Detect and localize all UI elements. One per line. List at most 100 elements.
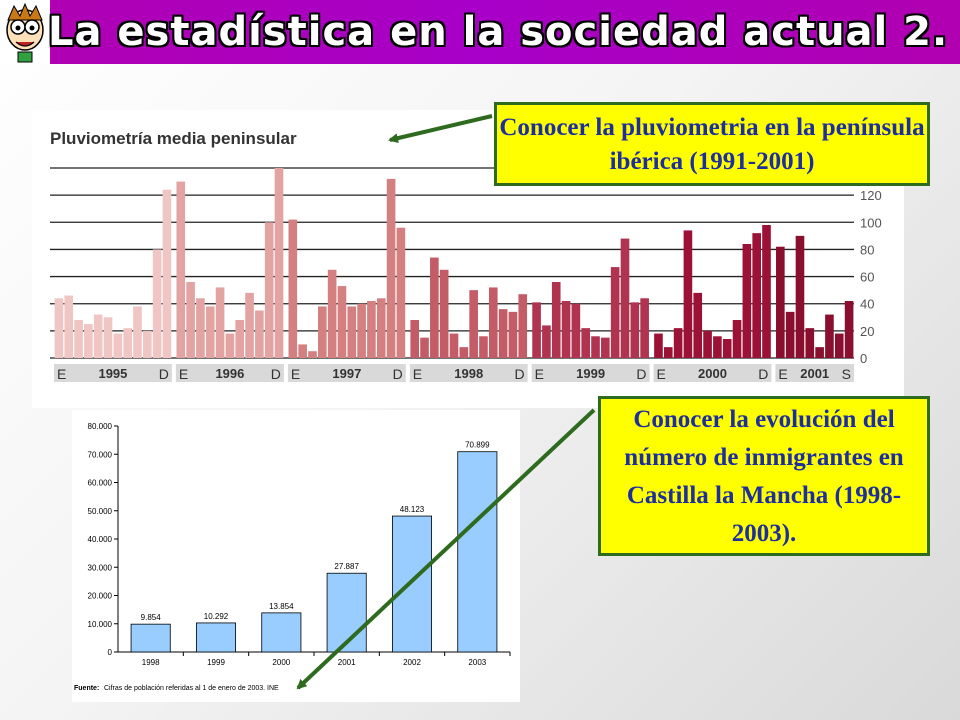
bar	[274, 168, 284, 358]
x-tick-label: 2000	[272, 658, 290, 667]
month-start-label: E	[291, 366, 300, 382]
source-text: Cifras de población referidas al 1 de en…	[104, 685, 279, 692]
y-tick-label: 0	[108, 648, 113, 657]
page-title: La estadística en la sociedad actual 2.	[48, 9, 949, 55]
bar	[571, 303, 581, 358]
chart-title: Pluviometría media peninsular	[50, 129, 297, 148]
month-start-label: E	[57, 366, 66, 382]
data-label: 48.123	[400, 505, 425, 514]
x-tick-label: 2002	[403, 658, 421, 667]
month-start-label: E	[535, 366, 544, 382]
month-end-label: D	[159, 366, 169, 382]
year-band	[54, 364, 172, 382]
y-tick-label: 50.000	[88, 507, 113, 516]
rainfall-chart: Pluviometría media peninsular 0 20 40 60 80 10…	[50, 129, 882, 382]
bar	[610, 267, 620, 358]
bar	[825, 314, 834, 358]
bar	[449, 333, 459, 358]
bar	[742, 244, 752, 358]
bar	[561, 301, 571, 358]
bar	[459, 347, 469, 358]
bar	[732, 320, 742, 358]
month-end-label: D	[758, 366, 768, 382]
data-label: 9.854	[141, 613, 162, 622]
bar	[391, 515, 432, 653]
bar	[130, 623, 171, 653]
bar	[683, 230, 693, 358]
bar	[542, 325, 551, 358]
x-tick-label: 1998	[142, 658, 160, 667]
bar	[225, 333, 235, 358]
bar	[620, 238, 630, 358]
y-tick-label: 30.000	[88, 563, 113, 572]
callout-immigrants: Conocer la evolución del número de inmig…	[598, 396, 930, 556]
x-tick-label: 2003	[468, 658, 486, 667]
month-start-label: E	[179, 366, 188, 382]
bar	[410, 320, 420, 358]
bar	[785, 311, 795, 358]
data-label: 10.292	[204, 612, 229, 621]
bar	[713, 336, 722, 358]
month-end-label: S	[842, 366, 851, 382]
bar	[815, 347, 824, 358]
y-tick-label: 80	[860, 242, 874, 257]
bar	[386, 178, 396, 358]
data-label: 13.854	[269, 602, 294, 611]
mascot-logo	[0, 0, 50, 64]
month-end-label: D	[636, 366, 646, 382]
y-tick-label: 120	[860, 188, 882, 203]
year-label: 2001	[800, 366, 829, 381]
bar	[722, 339, 732, 358]
bar	[327, 269, 337, 358]
y-tick-label: 40	[860, 297, 874, 312]
bar	[298, 344, 307, 358]
year-band	[287, 364, 406, 382]
bar	[357, 303, 366, 358]
bar	[326, 572, 367, 653]
bar	[469, 290, 478, 358]
bar	[693, 292, 703, 358]
bar	[518, 294, 528, 358]
bar	[430, 257, 439, 358]
data-label: 27.887	[334, 562, 359, 571]
bar	[347, 306, 357, 358]
year-band	[653, 364, 772, 382]
bar	[123, 328, 132, 358]
year-band	[175, 364, 284, 382]
month-end-label: D	[515, 366, 525, 382]
bar	[488, 287, 498, 358]
bar	[663, 347, 673, 358]
bar	[479, 336, 488, 358]
y-tick-label: 60	[860, 270, 874, 285]
year-label: 1995	[98, 366, 127, 381]
month-start-label: E	[657, 366, 666, 382]
bar	[396, 227, 406, 358]
bar	[834, 333, 844, 358]
bar	[196, 298, 205, 358]
year-label: 2000	[698, 366, 727, 381]
bar	[113, 333, 123, 358]
year-label: 1996	[215, 366, 244, 381]
bar	[654, 333, 663, 358]
bar	[367, 301, 376, 358]
bar	[308, 351, 317, 358]
bar	[376, 298, 386, 358]
bar	[215, 287, 225, 358]
bar	[54, 298, 64, 358]
bar	[152, 249, 162, 358]
bar	[551, 282, 561, 358]
y-tick-label: 0	[860, 351, 867, 366]
bar	[581, 328, 591, 358]
bar	[205, 306, 215, 358]
bar	[844, 301, 854, 358]
bar	[420, 337, 429, 358]
bar	[84, 324, 93, 358]
callout-rainfall: Conocer la pluviometria en la península …	[494, 102, 930, 186]
y-tick-label: 80.000	[88, 422, 113, 431]
data-label: 70.899	[465, 441, 490, 450]
year-band	[531, 364, 650, 382]
y-tick-label: 60.000	[88, 479, 113, 488]
x-tick-label: 2001	[338, 658, 356, 667]
bar	[601, 337, 610, 358]
bar	[337, 286, 347, 358]
